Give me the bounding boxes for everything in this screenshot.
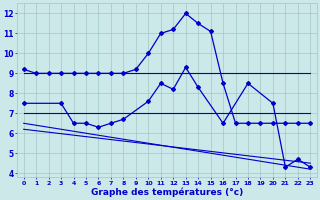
X-axis label: Graphe des températures (°c): Graphe des températures (°c) bbox=[91, 187, 243, 197]
